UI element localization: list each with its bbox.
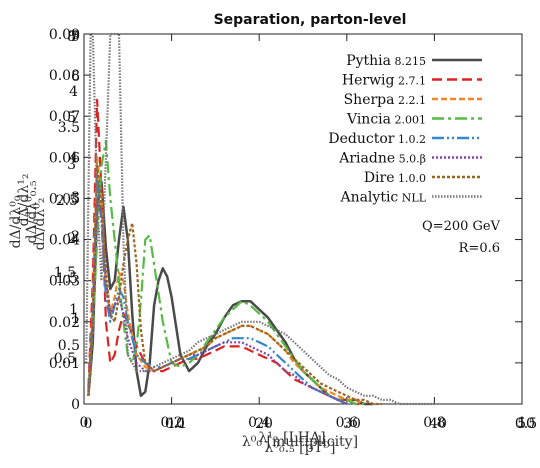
series-group xyxy=(85,32,435,406)
y-tick-label: 0.04 xyxy=(49,233,80,249)
overlap-y-label: 1 xyxy=(69,302,78,318)
x-tick-label: 1 xyxy=(518,415,527,431)
overlap-x-axis-label: λ⁰₀.₅ [pTᴰ] xyxy=(265,440,336,456)
series-line-analytic xyxy=(85,32,435,406)
overlap-y-label: 5 xyxy=(67,110,76,126)
y-tick-label: 0.06 xyxy=(49,150,80,166)
legend-entry-sherpa: Sherpa 2.2.1 xyxy=(344,92,426,108)
legend-version: 1.0.0 xyxy=(395,172,427,185)
legend-name: Ariadne xyxy=(338,151,395,167)
overlap-y-label: 6 xyxy=(71,69,80,85)
overlap-y-label: 2 xyxy=(71,229,80,245)
legend-name: Vincia xyxy=(346,112,391,128)
legend-name: Dire xyxy=(364,170,395,186)
legend-entry-ariadne: Ariadne 5.0.β xyxy=(338,151,426,167)
y-tick-label: 0.09 xyxy=(49,27,80,43)
legend-entry-deductor: Deductor 1.0.2 xyxy=(328,131,426,147)
legend-entry-vincia: Vincia 2.001 xyxy=(346,112,426,128)
x-axis-labels: λ⁰₀ [multiplicity] λ¹₂ [LHA]λ⁰₀.₅ [pTᴰ] xyxy=(242,430,358,456)
legend-name: Pythia xyxy=(346,53,391,69)
overlap-y-axis-label: dΔ/dλ⁰₀.₅ xyxy=(24,180,40,243)
overlapping-x-labels: 0 0.110 20 40 50 30 0.5 xyxy=(84,416,538,432)
x-tick-label: 0.4 xyxy=(248,415,270,431)
legend-version: NLL xyxy=(398,192,426,205)
overlap-y-label: 0.5 xyxy=(54,351,76,367)
overlap-x-label: 50 xyxy=(517,416,535,432)
overlap-y-label: 1.5 xyxy=(56,271,78,287)
legend-version: 8.215 xyxy=(391,55,426,68)
overlap-x-label: 30 xyxy=(343,416,361,432)
legend-version: 2.7.1 xyxy=(395,75,427,88)
series-line-pythia xyxy=(87,180,374,406)
overlap-x-label: 40 xyxy=(429,416,447,432)
legend-version: 1.0.2 xyxy=(395,133,427,146)
overlap-y-label: 3 xyxy=(71,190,80,206)
legend-entry-herwig: Herwig 2.7.1 xyxy=(342,73,426,89)
x-tick-label: 0 xyxy=(80,415,89,431)
overlap-x-label: 20 xyxy=(255,416,273,432)
legend-name: Deductor xyxy=(328,131,394,147)
legend-name: Sherpa xyxy=(344,92,395,108)
legend-name: Herwig xyxy=(342,73,395,89)
overlap-x-label: 0 xyxy=(84,416,93,432)
overlap-y-label: 2.5 xyxy=(56,193,78,209)
overlap-y-label: 2 xyxy=(67,231,76,247)
overlap-x-axis-label: λ¹₂ [LHA] xyxy=(258,430,325,446)
overlap-x-label: 10 xyxy=(167,416,185,432)
y-tick-label: 0.01 xyxy=(49,356,80,372)
plot-area xyxy=(83,33,523,405)
overlap-y-axis-label: dΔ/dλ⁰₂ xyxy=(32,198,48,251)
overlap-x-label: 0.1 xyxy=(165,416,187,432)
overlap-x-label: 0.5 xyxy=(515,416,537,432)
x-tick-label: 0.8 xyxy=(423,415,445,431)
overlap-y-axis-label: dΔ/dλ¹₂ xyxy=(16,174,32,227)
annotation-r: R=0.6 xyxy=(459,241,500,256)
series-line-deductor xyxy=(87,172,348,405)
y-tick-label: 0 xyxy=(71,397,80,413)
plot-frame xyxy=(83,33,523,405)
overlap-y-label: 9 xyxy=(71,29,80,45)
x-axis-ticks: 0 0.2 0.4 0.6 0.8 1 xyxy=(80,34,527,431)
x-axis-label: λ⁰₀ [multiplicity] xyxy=(242,434,358,450)
chart-title: Separation, parton-level xyxy=(214,12,407,28)
x-tick-label: 0.2 xyxy=(160,415,182,431)
series-line-dire xyxy=(87,164,382,406)
y-tick-label: 0.05 xyxy=(49,191,80,207)
overlap-y-label: 3.5 xyxy=(58,120,80,136)
series-line-vincia xyxy=(87,139,365,406)
legend-version: 2.2.1 xyxy=(395,94,427,107)
legend-entry-analytic: Analytic NLL xyxy=(339,190,426,206)
overlap-y-label: 1.5 xyxy=(54,265,76,281)
legend-version: 5.0.β xyxy=(395,153,426,166)
series-line-ariadne xyxy=(87,197,348,405)
y-tick-label: 0.02 xyxy=(49,315,80,331)
y-tick-label: 0.08 xyxy=(49,68,80,84)
y-axis-label: dΔ/dλ⁰₀ xyxy=(8,195,24,248)
legend-name: Analytic xyxy=(339,190,398,206)
x-tick-label: 0.6 xyxy=(336,415,358,431)
annotation-q: Q=200 GeV xyxy=(422,219,501,234)
overlap-y-label: 3 xyxy=(67,157,76,173)
legend-entry-pythia: Pythia 8.215 xyxy=(346,53,426,69)
legend-entry-dire: Dire 1.0.0 xyxy=(364,170,426,186)
overlap-y-label: 4 xyxy=(69,150,78,166)
overlap-y-label: 0.5 xyxy=(58,338,80,354)
legend-version: 2.001 xyxy=(391,114,426,127)
overlap-y-label: 7 xyxy=(69,29,78,45)
overlap-y-label: 8 xyxy=(67,29,76,45)
y-tick-label: 0.07 xyxy=(49,109,80,125)
overlap-y-label: 1 xyxy=(71,311,80,327)
y-axis-ticks: 0 0.01 0.02 0.03 0.04 0.05 0.06 0.07 0.08 0.09 xyxy=(49,27,522,413)
y-tick-label: 0.03 xyxy=(49,274,80,290)
overlap-y-label: 4 xyxy=(69,84,78,100)
